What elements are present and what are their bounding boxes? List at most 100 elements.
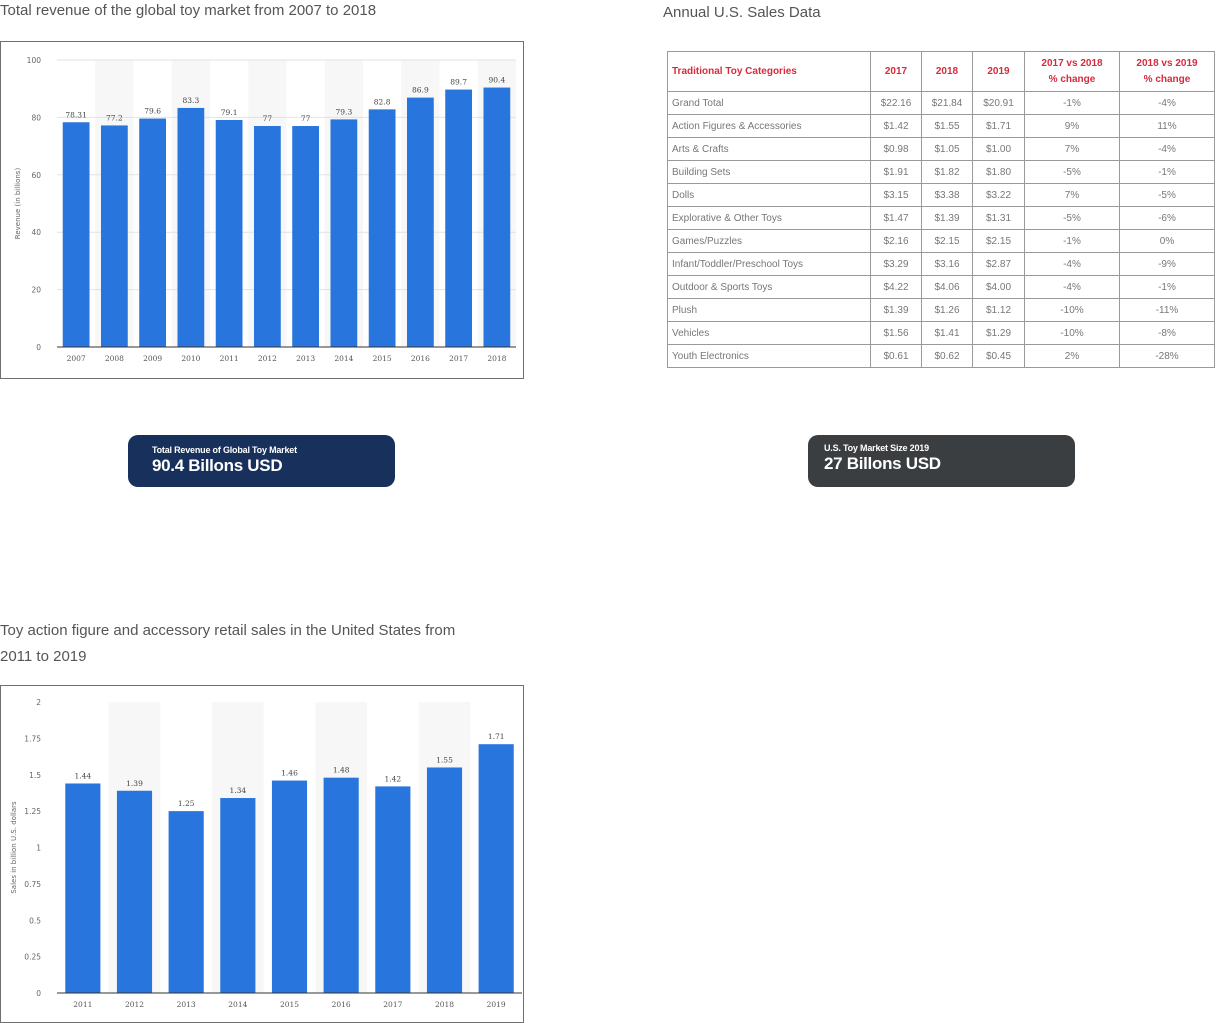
data-label: 86.9: [412, 86, 429, 95]
data-label: 1.55: [436, 755, 453, 764]
us-sales-table: Traditional Toy Categories 2017 2018 201…: [667, 51, 1215, 368]
y-tick-label: 80: [31, 113, 41, 122]
table-cell-value: -1%: [1024, 229, 1120, 253]
table-cell-value: -4%: [1024, 252, 1120, 276]
x-tick-label: 2014: [334, 354, 353, 363]
bar: [62, 122, 90, 347]
table-cell-value: -10%: [1024, 321, 1120, 345]
bar: [100, 125, 128, 347]
y-tick-label: 1.5: [29, 771, 41, 780]
table-cell-value: 0%: [1119, 229, 1215, 253]
y-tick-label: 20: [31, 286, 41, 295]
global-revenue-label: Total Revenue of Global Toy Market: [152, 445, 297, 455]
table-cell-value: -5%: [1119, 183, 1215, 207]
table-cell-category: Youth Electronics: [667, 344, 871, 368]
x-tick-label: 2017: [449, 354, 468, 363]
table-cell-value: $0.61: [870, 344, 922, 368]
x-tick-label: 2011: [220, 354, 239, 363]
bar: [445, 89, 473, 347]
bar: [406, 97, 434, 347]
y-tick-label: 40: [31, 228, 41, 237]
global-revenue-value: 90.4 Billons USD: [152, 456, 283, 475]
header-2019: 2019: [972, 51, 1025, 92]
y-axis-label: Revenue (in billions): [14, 168, 22, 240]
data-label: 1.25: [178, 799, 195, 808]
x-tick-label: 2018: [435, 1000, 454, 1009]
table-cell-value: $1.42: [870, 114, 922, 138]
table-cell-value: $4.06: [921, 275, 973, 299]
table-cell-category: Games/Puzzles: [667, 229, 871, 253]
chart2-svg: 0 0.25 0.5 0.75 1 1.25 1.5 1.75 2 1.44 2011 1.39 201…: [10, 698, 522, 1009]
table-cell-value: -5%: [1024, 206, 1120, 230]
table-cell-value: $3.16: [921, 252, 973, 276]
table-cell-value: -4%: [1024, 275, 1120, 299]
y-tick-label: 60: [31, 171, 41, 180]
bar: [168, 811, 204, 993]
table-cell-value: -4%: [1119, 137, 1215, 161]
data-label: 1.34: [229, 786, 246, 795]
table-cell-value: $3.29: [870, 252, 922, 276]
x-tick-label: 2019: [487, 1000, 506, 1009]
table-cell-value: $0.98: [870, 137, 922, 161]
table-row: Outdoor & Sports Toys $4.22 $4.06 $4.00 -4% -…: [667, 275, 1215, 299]
x-tick-label: 2007: [67, 354, 86, 363]
x-tick-label: 2018: [487, 354, 506, 363]
table-cell-category: Vehicles: [667, 321, 871, 345]
table-cell-value: $1.91: [870, 160, 922, 184]
y-tick-label: 1.75: [24, 734, 41, 743]
bar: [292, 126, 320, 347]
data-label: 1.39: [126, 779, 143, 788]
table-cell-value: 9%: [1024, 114, 1120, 138]
chart1-title: Total revenue of the global toy market f…: [0, 2, 377, 19]
data-label: 90.4: [489, 76, 506, 85]
header-change-2017-2018: 2017 vs 2018 % change: [1024, 51, 1120, 92]
table-cell-value: $1.80: [972, 160, 1025, 184]
x-tick-label: 2016: [411, 354, 430, 363]
table-cell-value: 2%: [1024, 344, 1120, 368]
table-row: Building Sets $1.91 $1.82 $1.80 -5% -1%: [667, 160, 1215, 184]
data-label: 1.71: [488, 732, 505, 741]
table-row: Dolls $3.15 $3.38 $3.22 7% -5%: [667, 183, 1215, 207]
table-cell-value: $2.15: [921, 229, 973, 253]
data-label: 83.3: [183, 96, 200, 105]
chart2-title: Toy action figure and accessory retail s…: [0, 618, 455, 670]
table-cell-value: -11%: [1119, 298, 1215, 322]
table-cell-category: Arts & Crafts: [667, 137, 871, 161]
global-revenue-badge: Total Revenue of Global Toy Market 90.4 …: [128, 435, 395, 487]
table-body: Grand Total $22.16 $21.84 $20.91 -1% -4% Actio…: [667, 91, 1215, 368]
header-change-2018-2019: 2018 vs 2019 % change: [1119, 51, 1215, 92]
table-cell-value: $1.31: [972, 206, 1025, 230]
table-cell-value: $2.15: [972, 229, 1025, 253]
chart2-title-line1: Toy action figure and accessory retail s…: [0, 622, 456, 639]
table-cell-value: -10%: [1024, 298, 1120, 322]
table-cell-value: $4.22: [870, 275, 922, 299]
table-cell-value: $0.62: [921, 344, 973, 368]
data-label: 89.7: [450, 78, 467, 87]
x-tick-label: 2011: [73, 1000, 92, 1009]
table-row: Action Figures & Accessories $1.42 $1.55 $1…: [667, 114, 1215, 138]
data-label: 77.2: [106, 113, 123, 122]
table-cell-value: -1%: [1024, 91, 1120, 115]
x-tick-label: 2014: [228, 1000, 247, 1009]
table-cell-category: Building Sets: [667, 160, 871, 184]
table-cell-value: $1.00: [972, 137, 1025, 161]
table-cell-value: $1.82: [921, 160, 973, 184]
table-cell-category: Infant/Toddler/Preschool Toys: [667, 252, 871, 276]
us-market-size-label: U.S. Toy Market Size 2019: [824, 443, 929, 453]
table-row: Plush $1.39 $1.26 $1.12 -10% -11%: [667, 298, 1215, 322]
header-2018: 2018: [921, 51, 973, 92]
y-tick-label: 0: [36, 989, 41, 998]
table-row: Youth Electronics $0.61 $0.62 $0.45 2% -28%: [667, 344, 1215, 368]
data-label: 79.6: [144, 107, 161, 116]
table-cell-value: $2.16: [870, 229, 922, 253]
y-tick-label: 0.5: [29, 916, 41, 925]
data-label: 79.1: [221, 108, 238, 117]
header-change-2018-2019-line2: % change: [1143, 73, 1191, 85]
table-cell-value: $1.05: [921, 137, 973, 161]
chart1-svg: 0 20 40 60 80 100 78.31 2007 77.2 2008 79.6 2009 83.…: [14, 56, 516, 363]
table-cell-value: $3.15: [870, 183, 922, 207]
table-cell-value: $1.41: [921, 321, 973, 345]
x-tick-label: 2008: [105, 354, 124, 363]
data-label: 1.42: [384, 774, 401, 783]
table-cell-value: $20.91: [972, 91, 1025, 115]
